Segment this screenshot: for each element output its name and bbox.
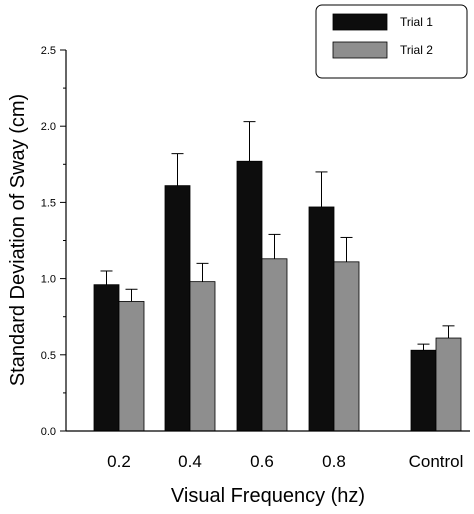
y-tick-label-1.0: 1.0 xyxy=(41,274,56,286)
x-axis-title: Visual Frequency (hz) xyxy=(171,485,365,507)
bar-trial-1-0.2 xyxy=(93,284,120,432)
y-tick-label-2.0: 2.0 xyxy=(41,121,56,133)
x-tick-label-0.2: 0.2 xyxy=(107,452,131,471)
x-tick-label-control: Control xyxy=(409,452,464,471)
y-tick-label-2.5: 2.5 xyxy=(41,45,56,57)
bar-trial-2-0.6 xyxy=(261,258,288,432)
y-axis-title: Standard Deviation of Sway (cm) xyxy=(7,94,29,386)
bar-trial-1-control xyxy=(410,349,437,432)
x-tick-label-0.4: 0.4 xyxy=(178,452,202,471)
bar-trial-2-0.4 xyxy=(189,281,216,432)
bars-layer xyxy=(93,160,462,432)
bar-trial-2-0.8 xyxy=(333,261,360,432)
x-tick-label-0.6: 0.6 xyxy=(250,452,274,471)
legend-swatch-trial-2 xyxy=(332,41,388,59)
error-bars-layer xyxy=(100,121,455,351)
bar-trial-1-0.8 xyxy=(308,206,335,432)
x-tick-label-0.8: 0.8 xyxy=(322,452,346,471)
legend-label-trial-1: Trial 1 xyxy=(400,15,433,29)
legend: Trial 1 Trial 2 xyxy=(315,4,468,79)
bar-trial-1-0.4 xyxy=(164,185,191,432)
x-ticks-layer: 0.2 0.4 0.6 0.8 Control xyxy=(107,452,463,471)
y-ticks-layer: 0.0 0.5 1.0 1.5 2.0 2.5 xyxy=(41,45,66,438)
y-tick-label-0.0: 0.0 xyxy=(41,426,56,438)
legend-swatch-trial-1 xyxy=(332,13,388,31)
bar-trial-1-0.6 xyxy=(236,160,263,432)
bar-trial-2-0.2 xyxy=(118,301,145,432)
y-tick-label-1.5: 1.5 xyxy=(41,197,56,209)
legend-label-trial-2: Trial 2 xyxy=(400,43,433,57)
y-tick-label-0.5: 0.5 xyxy=(41,350,56,362)
bar-trial-2-control xyxy=(435,337,462,432)
